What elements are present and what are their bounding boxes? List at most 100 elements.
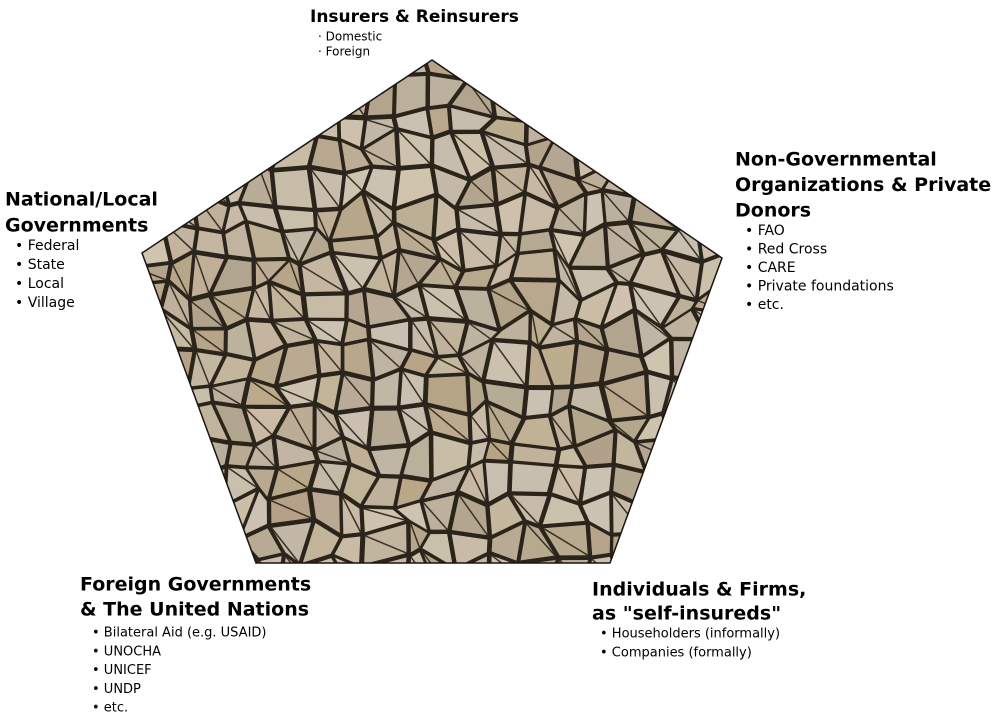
earth-cell bbox=[308, 589, 347, 626]
group-item: • Bilateral Aid (e.g. USAID) bbox=[92, 626, 266, 641]
earth-cell bbox=[665, 138, 693, 178]
group-title: Organizations & Private bbox=[735, 174, 991, 196]
earth-cell bbox=[694, 412, 738, 439]
earth-cell bbox=[226, 77, 250, 115]
earth-cell bbox=[488, 50, 527, 86]
group-item: • UNDP bbox=[92, 682, 141, 697]
earth-crack bbox=[710, 342, 723, 385]
group-title: Foreign Governments bbox=[80, 574, 311, 596]
earth-cell bbox=[758, 389, 798, 400]
earth-crack bbox=[734, 342, 753, 386]
group-title: Non-Governmental bbox=[735, 149, 937, 171]
earth-crack bbox=[757, 442, 795, 465]
earth-cell bbox=[667, 46, 707, 80]
earth-cell bbox=[726, 439, 767, 472]
earth-cell bbox=[137, 476, 167, 506]
earth-crack bbox=[647, 474, 670, 498]
group-item: • etc. bbox=[745, 297, 784, 313]
earth-cell bbox=[333, 585, 362, 626]
earth-crack bbox=[129, 393, 166, 419]
earth-crack bbox=[521, 565, 550, 594]
earth-crack bbox=[770, 495, 787, 522]
earth-cell bbox=[159, 139, 192, 172]
group-item: • UNICEF bbox=[92, 663, 152, 678]
group-item: • etc. bbox=[92, 701, 128, 715]
earth-cell bbox=[766, 48, 795, 82]
earth-cell bbox=[640, 52, 678, 88]
earth-cell bbox=[397, 51, 426, 73]
earth-cell bbox=[757, 433, 798, 472]
earth-crack bbox=[138, 403, 167, 442]
group-title: & The United Nations bbox=[80, 599, 309, 621]
earth-cell bbox=[306, 296, 345, 318]
earth-cell bbox=[124, 283, 165, 320]
earth-cell bbox=[521, 560, 555, 594]
earth-cell bbox=[126, 350, 159, 388]
earth-crack bbox=[683, 51, 707, 80]
earth-cell bbox=[274, 170, 312, 208]
earth-cell bbox=[555, 560, 588, 594]
earth-crack bbox=[467, 49, 489, 85]
earth-cell bbox=[613, 535, 641, 556]
earth-cell bbox=[757, 106, 792, 144]
earth-cell bbox=[154, 476, 197, 507]
earth-cell bbox=[159, 112, 183, 135]
earth-cell bbox=[136, 48, 161, 70]
earth-cell bbox=[727, 390, 767, 418]
earth-crack bbox=[196, 80, 221, 115]
earth-cell bbox=[133, 507, 166, 529]
earth-cell bbox=[752, 495, 790, 522]
earth-cell bbox=[186, 138, 212, 171]
earth-cell bbox=[136, 403, 167, 445]
earth-cell bbox=[693, 439, 726, 467]
earth-cell bbox=[633, 151, 664, 177]
earth-crack bbox=[772, 560, 778, 580]
earth-cell bbox=[702, 522, 728, 566]
earth-cell bbox=[128, 73, 169, 113]
earth-crack bbox=[664, 181, 688, 195]
earth-crack bbox=[674, 381, 698, 408]
earth-crack bbox=[766, 80, 792, 107]
earth-cell bbox=[666, 83, 706, 117]
earth-cell bbox=[726, 342, 755, 386]
earth-cell bbox=[581, 45, 611, 78]
earth-cell bbox=[214, 142, 257, 159]
earth-cell bbox=[185, 114, 221, 139]
earth-cell bbox=[164, 391, 194, 419]
earth-cell bbox=[605, 48, 638, 87]
earth-cell bbox=[710, 342, 731, 385]
earth-cell bbox=[636, 170, 667, 198]
group-title: Individuals & Firms, bbox=[592, 579, 806, 601]
earth-cell bbox=[706, 85, 732, 117]
earth-cell bbox=[642, 83, 672, 112]
earth-crack bbox=[165, 204, 195, 226]
earth-cell bbox=[281, 45, 315, 86]
earth-cell bbox=[164, 56, 192, 76]
earth-cell bbox=[637, 502, 673, 536]
earth-cell bbox=[607, 78, 641, 112]
earth-cell bbox=[696, 138, 732, 179]
earth-cell bbox=[542, 82, 577, 115]
earth-cell bbox=[757, 401, 798, 437]
earth-crack bbox=[674, 440, 700, 467]
earth-crack bbox=[692, 199, 719, 238]
group-item: • Red Cross bbox=[745, 242, 827, 258]
earth-cell bbox=[578, 77, 611, 108]
group-title: National/Local bbox=[5, 189, 158, 211]
earth-crack bbox=[164, 391, 194, 405]
earth-cell bbox=[132, 532, 149, 548]
earth-cell bbox=[457, 596, 499, 624]
earth-cell bbox=[526, 390, 551, 416]
earth-cell bbox=[665, 412, 697, 439]
earth-cell bbox=[635, 535, 673, 556]
earth-crack bbox=[633, 151, 660, 177]
group-item: • Private foundations bbox=[745, 279, 894, 295]
earth-cell bbox=[400, 371, 423, 405]
earth-cell bbox=[664, 181, 692, 198]
earth-cell bbox=[707, 47, 726, 81]
earth-cell bbox=[278, 209, 314, 229]
earth-crack bbox=[254, 117, 279, 146]
earth-cell bbox=[674, 466, 701, 497]
earth-crack bbox=[733, 524, 768, 555]
earth-cell bbox=[273, 72, 306, 117]
